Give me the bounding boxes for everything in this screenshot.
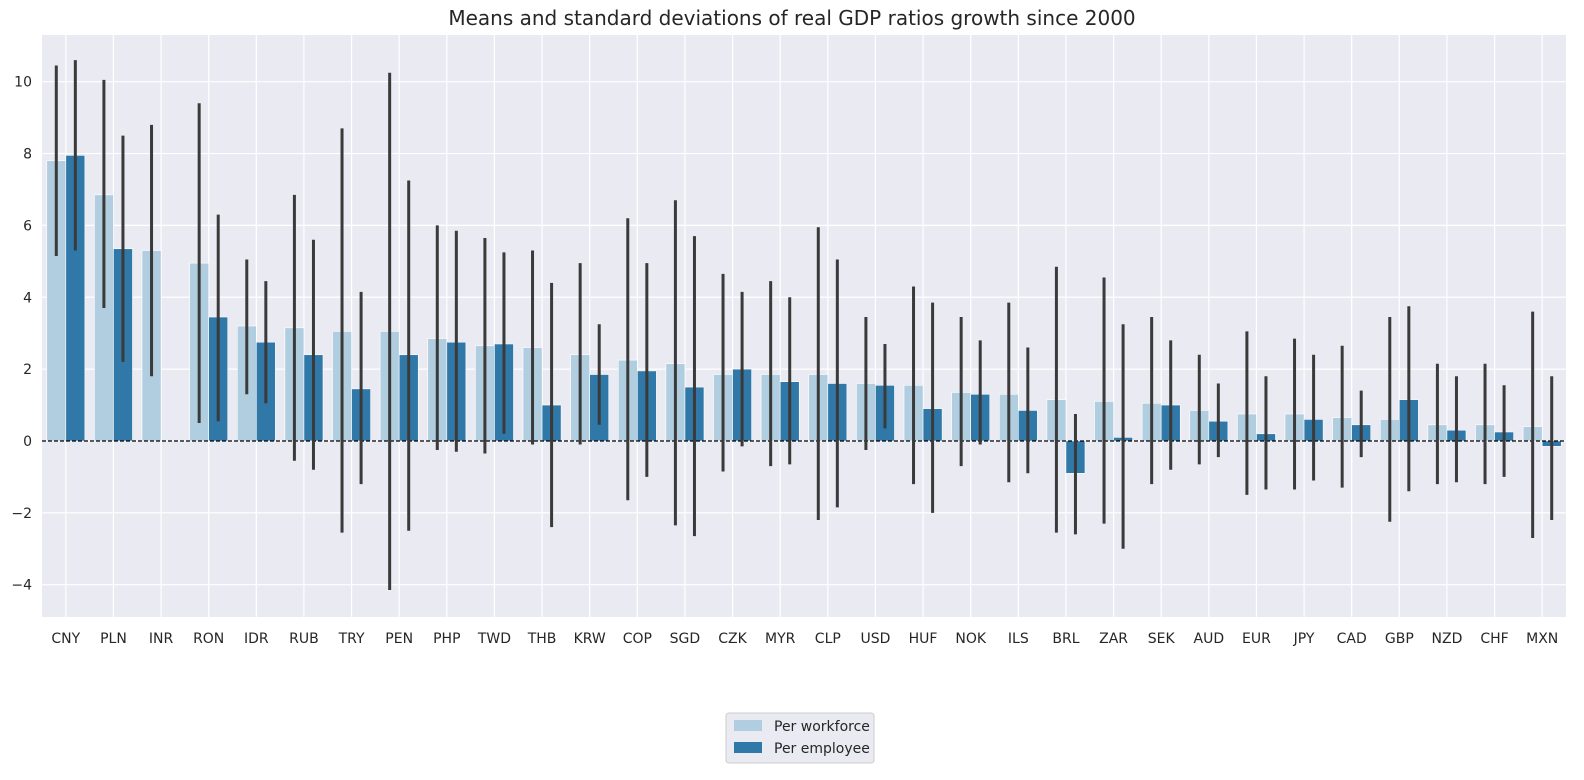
x-tick-label: IDR bbox=[244, 631, 269, 647]
x-tick-label: CZK bbox=[718, 631, 747, 647]
x-tick-label: TWD bbox=[477, 631, 511, 647]
x-tick-label: KRW bbox=[574, 631, 606, 647]
x-tick-label: SGD bbox=[670, 631, 701, 647]
x-tick-label: PLN bbox=[100, 631, 127, 647]
x-tick-label: RON bbox=[193, 631, 224, 647]
x-tick-label: COP bbox=[623, 631, 652, 647]
x-tick-label: INR bbox=[149, 631, 174, 647]
y-tick-label: −4 bbox=[11, 578, 32, 594]
x-tick-label: EUR bbox=[1242, 631, 1271, 647]
x-tick-label: TRY bbox=[338, 631, 365, 647]
legend-label-per-workforce: Per workforce bbox=[774, 719, 870, 735]
x-tick-label: NZD bbox=[1432, 631, 1463, 647]
x-tick-label: GBP bbox=[1385, 631, 1414, 647]
plot-area bbox=[42, 35, 1566, 617]
y-tick-label: −2 bbox=[11, 506, 32, 522]
error-bars-group bbox=[54, 60, 1554, 591]
x-tick-label: CHF bbox=[1480, 631, 1508, 647]
x-tick-label: SEK bbox=[1148, 631, 1176, 647]
legend-swatch-per-employee bbox=[734, 742, 762, 753]
y-tick-label: 6 bbox=[23, 218, 32, 234]
x-tick-label: CLP bbox=[815, 631, 841, 647]
x-tick-label: NOK bbox=[955, 631, 986, 647]
legend: Per workforce Per employee bbox=[725, 712, 875, 764]
x-gridlines bbox=[65, 35, 1543, 617]
legend-swatch-per-workforce bbox=[734, 720, 762, 731]
x-tick-label: BRL bbox=[1052, 631, 1079, 647]
x-tick-label: RUB bbox=[289, 631, 319, 647]
x-tick-label: MYR bbox=[765, 631, 796, 647]
legend-label-per-employee: Per employee bbox=[774, 741, 870, 757]
x-tick-label: USD bbox=[860, 631, 890, 647]
x-tick-label: ILS bbox=[1008, 631, 1029, 647]
x-tick-label: MXN bbox=[1526, 631, 1558, 647]
y-tick-labels: −4 −2 0 2 4 6 8 10 bbox=[11, 75, 32, 594]
x-tick-label: ZAR bbox=[1099, 631, 1128, 647]
chart-title: Means and standard deviations of real GD… bbox=[448, 6, 1135, 30]
x-tick-label: PEN bbox=[385, 631, 413, 647]
x-tick-label: AUD bbox=[1194, 631, 1225, 647]
x-tick-labels: CNY PLN INR RON IDR RUB TRY PEN PHP TWD THB KRW COP S… bbox=[51, 631, 1558, 647]
x-tick-label: CAD bbox=[1337, 631, 1367, 647]
y-tick-label: 8 bbox=[23, 147, 32, 163]
y-tick-label: 0 bbox=[23, 434, 32, 450]
y-tick-label: 2 bbox=[23, 362, 32, 378]
x-tick-label: HUF bbox=[909, 631, 938, 647]
x-tick-label: PHP bbox=[433, 631, 460, 647]
y-tick-label: 4 bbox=[23, 290, 32, 306]
x-tick-label: JPY bbox=[1293, 631, 1315, 647]
x-tick-label: CNY bbox=[51, 631, 80, 647]
y-tick-label: 10 bbox=[14, 75, 32, 91]
legend-box bbox=[725, 712, 875, 764]
x-tick-label: THB bbox=[527, 631, 557, 647]
